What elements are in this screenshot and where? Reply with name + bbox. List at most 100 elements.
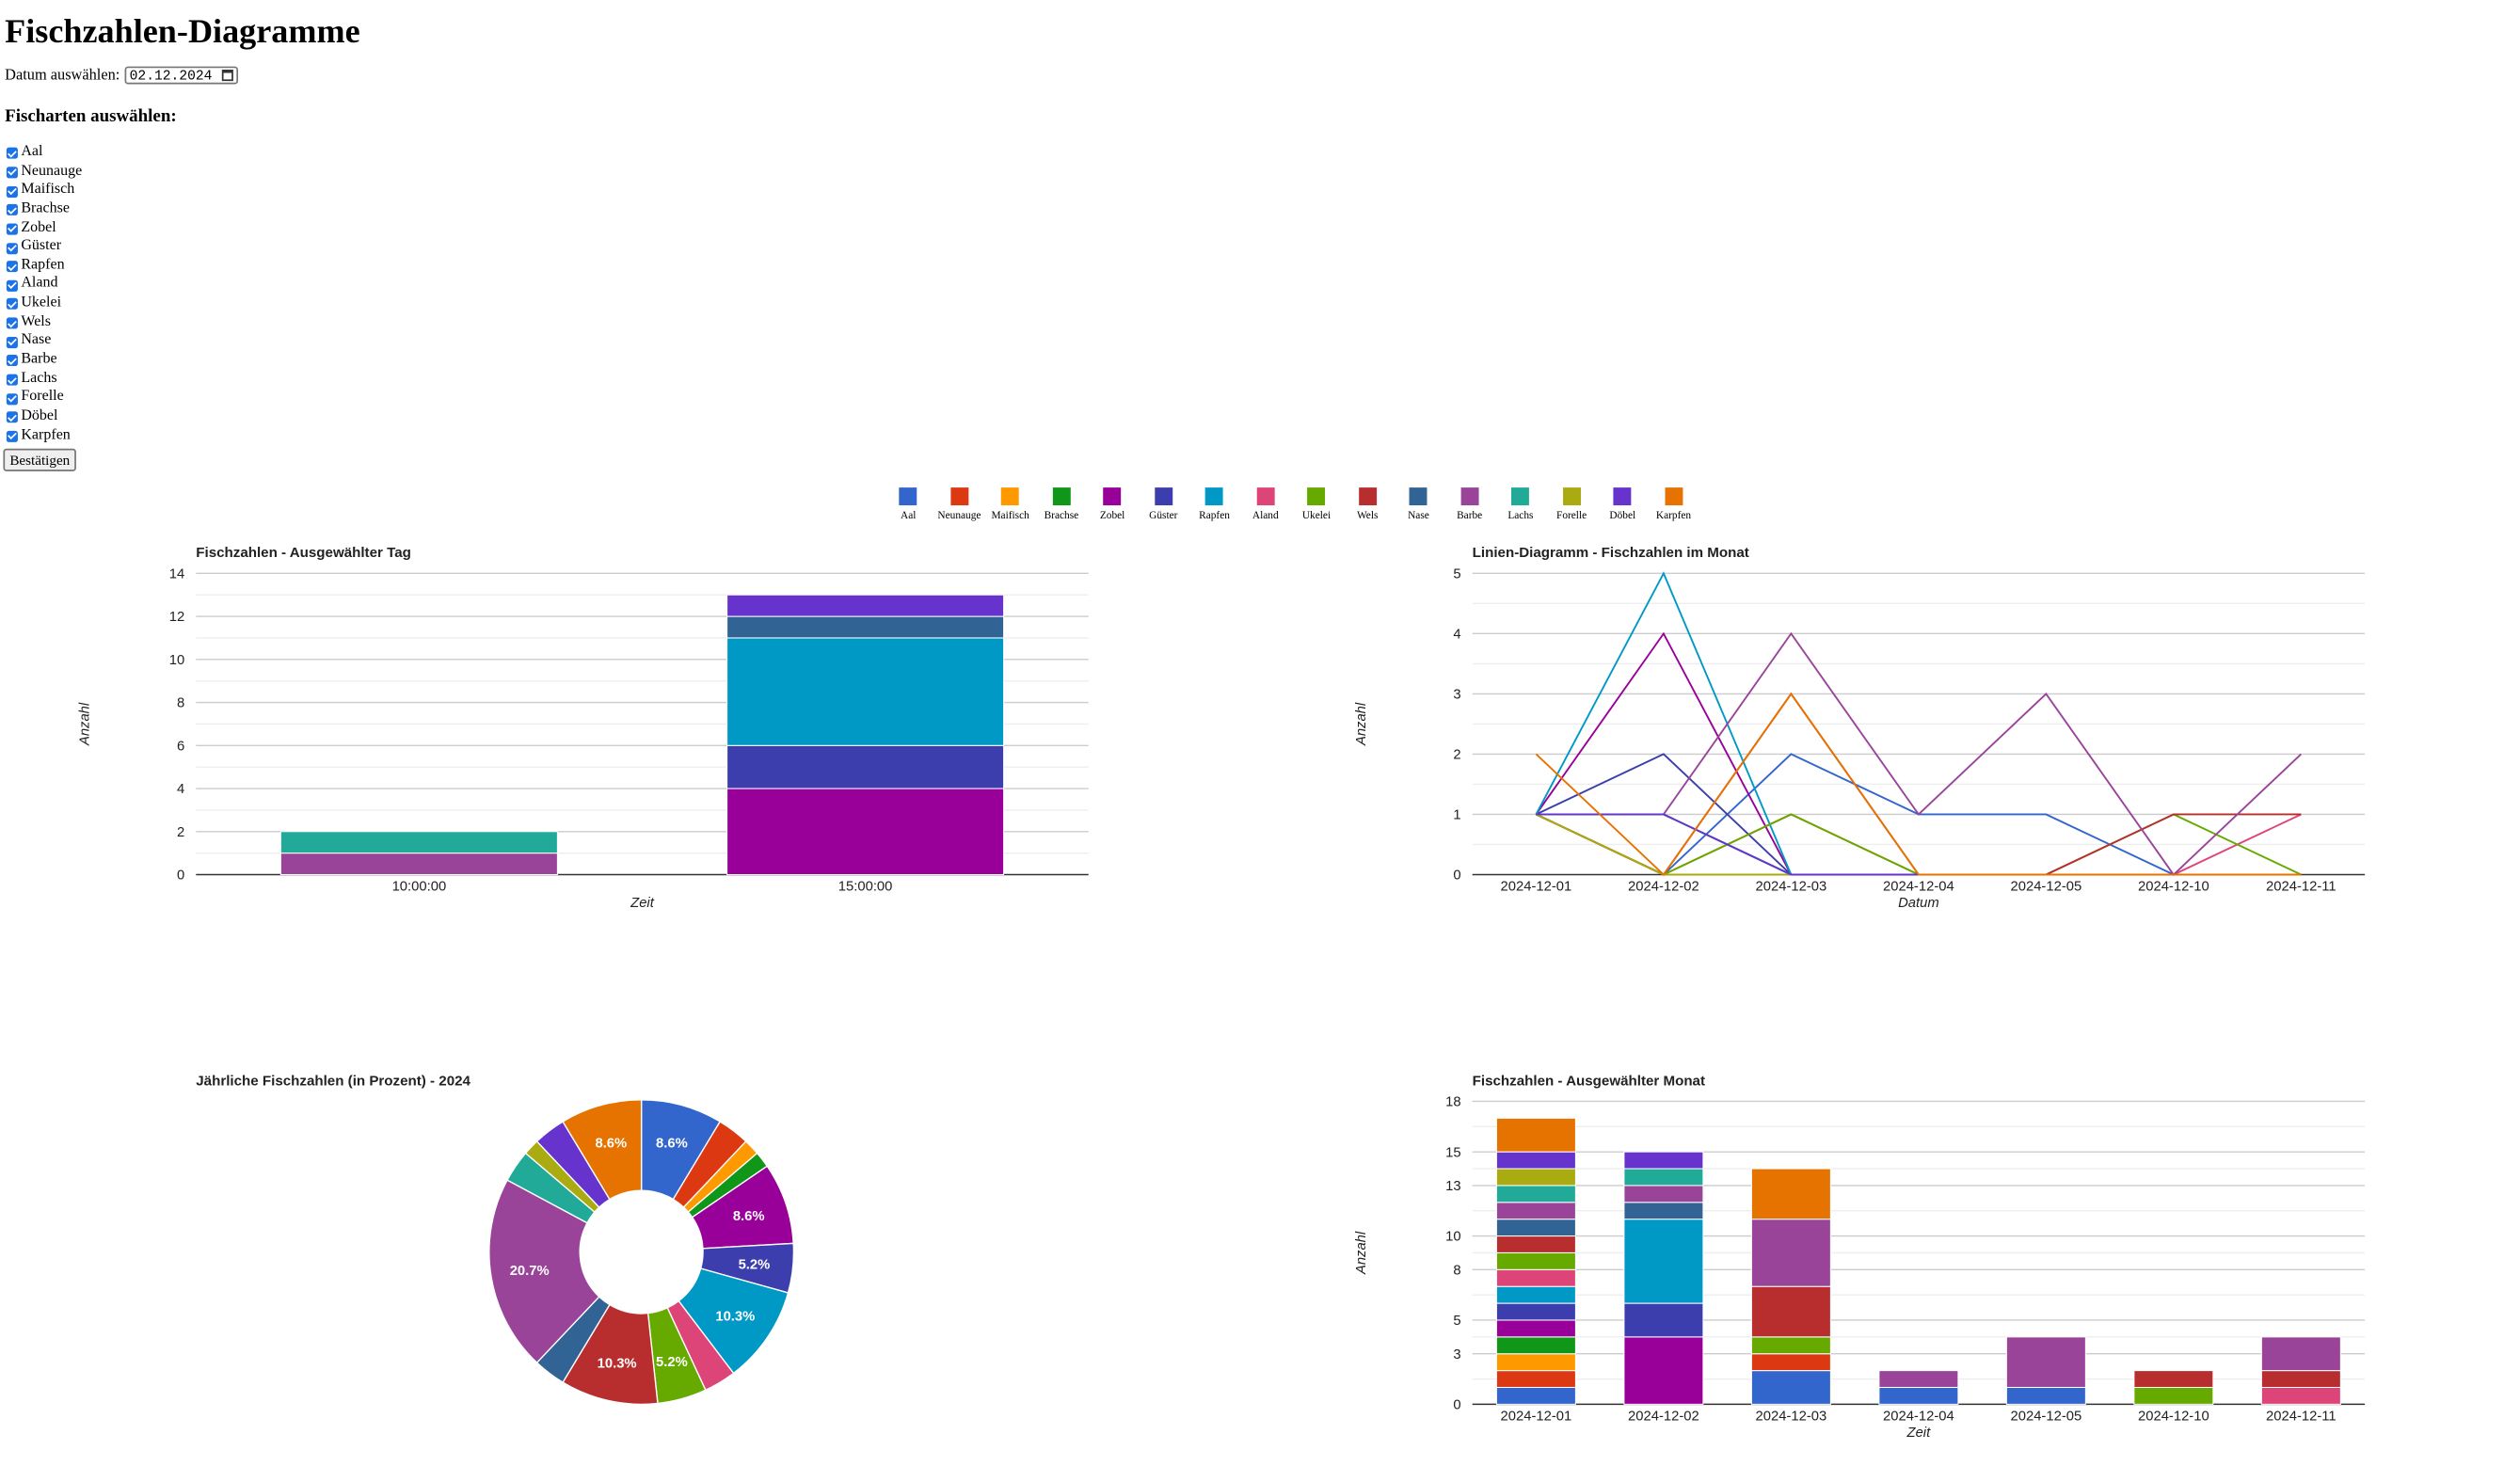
calendar-icon[interactable] xyxy=(221,70,233,82)
y-tick-label: 13 xyxy=(1445,1179,1460,1194)
species-label: Zobel xyxy=(21,219,56,236)
species-checkbox[interactable] xyxy=(6,355,18,367)
legend-swatch xyxy=(949,487,968,506)
legend-item[interactable]: Maifisch xyxy=(985,487,1036,521)
species-option[interactable]: Neunauge xyxy=(6,163,82,182)
species-option[interactable]: Maifisch xyxy=(6,182,82,200)
species-option[interactable]: Döbel xyxy=(6,408,82,427)
legend-swatch xyxy=(1358,487,1377,506)
bar-segment xyxy=(1623,1302,1704,1338)
species-option[interactable]: Brachse xyxy=(6,200,82,219)
legend-label: Aland xyxy=(1252,510,1279,522)
species-checkbox[interactable] xyxy=(6,374,18,386)
legend-swatch xyxy=(1256,487,1275,506)
species-label: Güster xyxy=(21,238,62,255)
legend-item[interactable]: Wels xyxy=(1342,487,1393,521)
species-label: Aland xyxy=(21,276,58,293)
species-checkbox[interactable] xyxy=(6,298,18,311)
chart-title: Linien-Diagramm - Fischzahlen im Monat xyxy=(1473,545,1749,561)
species-option[interactable]: Rapfen xyxy=(6,257,82,276)
species-checkbox-list: Aal Neunauge Maifisch Brachse Zobel Güster Rap… xyxy=(6,144,82,446)
legend-item[interactable]: Güster xyxy=(1138,487,1188,521)
species-checkbox[interactable] xyxy=(6,317,18,329)
legend-item[interactable]: Karpfen xyxy=(1648,487,1699,521)
bar-segment xyxy=(726,788,1005,876)
legend-swatch xyxy=(1511,487,1530,506)
legend-item[interactable]: Brachse xyxy=(1036,487,1087,521)
species-option[interactable]: Karpfen xyxy=(6,427,82,446)
species-option[interactable]: Aland xyxy=(6,276,82,295)
pie-slice-label: 8.6% xyxy=(595,1137,627,1152)
legend-item[interactable]: Barbe xyxy=(1444,487,1495,521)
bar-segment xyxy=(2260,1336,2341,1372)
legend-item[interactable]: Aland xyxy=(1240,487,1291,521)
legend-item[interactable]: Ukelei xyxy=(1291,487,1342,521)
page-title: Fischzahlen-Diagramme xyxy=(5,11,360,51)
species-label: Lachs xyxy=(21,370,57,387)
legend-item[interactable]: Aal xyxy=(883,487,933,521)
legend-item[interactable]: Forelle xyxy=(1546,487,1597,521)
species-option[interactable]: Zobel xyxy=(6,219,82,238)
species-checkbox[interactable] xyxy=(6,261,18,273)
y-tick-label: 1 xyxy=(1453,808,1460,823)
legend-item[interactable]: Lachs xyxy=(1495,487,1546,521)
legend-item[interactable]: Rapfen xyxy=(1188,487,1239,521)
species-checkbox[interactable] xyxy=(6,223,18,235)
species-checkbox[interactable] xyxy=(6,430,18,442)
y-tick-label: 10 xyxy=(169,653,184,668)
legend-swatch xyxy=(1460,487,1479,506)
confirm-button[interactable]: Bestätigen xyxy=(3,448,77,471)
y-tick-label: 5 xyxy=(1453,567,1460,582)
bar-segment xyxy=(2005,1336,2086,1389)
chart-legend: Aal Neunauge Maifisch Brachse Zobel Güster Rap… xyxy=(883,487,1699,521)
species-checkbox[interactable] xyxy=(6,411,18,423)
legend-item[interactable]: Nase xyxy=(1393,487,1443,521)
species-option[interactable]: Ukelei xyxy=(6,295,82,313)
bar-segment xyxy=(726,637,1005,746)
bar-segment xyxy=(1750,1285,1831,1338)
legend-swatch xyxy=(1613,487,1632,506)
species-label: Barbe xyxy=(21,351,57,368)
y-tick-label: 12 xyxy=(169,610,184,625)
legend-swatch xyxy=(1307,487,1326,506)
species-label: Aal xyxy=(21,144,43,161)
legend-item[interactable]: Zobel xyxy=(1087,487,1138,521)
y-tick-label: 14 xyxy=(169,567,184,582)
date-input[interactable]: 02.12.2024 xyxy=(124,66,238,85)
species-checkbox[interactable] xyxy=(6,185,18,198)
species-checkbox[interactable] xyxy=(6,204,18,216)
species-option[interactable]: Forelle xyxy=(6,390,82,408)
legend-item[interactable]: Döbel xyxy=(1597,487,1648,521)
species-option[interactable]: Nase xyxy=(6,332,82,352)
species-checkbox[interactable] xyxy=(6,242,18,254)
bar-segment xyxy=(1623,1336,1704,1405)
series-line xyxy=(1535,692,2302,876)
species-checkbox[interactable] xyxy=(6,336,18,348)
bar-segment xyxy=(1495,1336,1576,1355)
legend-item[interactable]: Neunauge xyxy=(933,487,984,521)
date-value: 02.12.2024 xyxy=(129,67,213,84)
y-tick-label: 2 xyxy=(1453,748,1460,763)
species-option[interactable]: Wels xyxy=(6,314,82,333)
x-tick-label: 2024-12-01 xyxy=(1501,1410,1572,1425)
x-axis-label: Zeit xyxy=(1906,1426,1932,1441)
species-option[interactable]: Lachs xyxy=(6,370,82,390)
bar-segment xyxy=(726,615,1005,639)
species-label: Nase xyxy=(21,332,52,349)
species-option[interactable]: Aal xyxy=(6,144,82,163)
species-checkbox[interactable] xyxy=(6,148,18,160)
bar-segment xyxy=(1623,1168,1704,1187)
bar-segment xyxy=(1495,1386,1576,1405)
species-checkbox[interactable] xyxy=(6,279,18,292)
species-checkbox[interactable] xyxy=(6,392,18,405)
species-option[interactable]: Barbe xyxy=(6,351,82,371)
y-tick-label: 4 xyxy=(177,782,184,797)
species-option[interactable]: Güster xyxy=(6,238,82,257)
legend-label: Aal xyxy=(901,510,917,522)
legend-label: Zobel xyxy=(1099,510,1125,522)
species-checkbox[interactable] xyxy=(6,167,18,179)
bar-segment xyxy=(1495,1235,1576,1253)
legend-label: Neunauge xyxy=(937,510,981,522)
legend-label: Forelle xyxy=(1556,510,1587,522)
bar-segment xyxy=(1750,1370,1831,1405)
